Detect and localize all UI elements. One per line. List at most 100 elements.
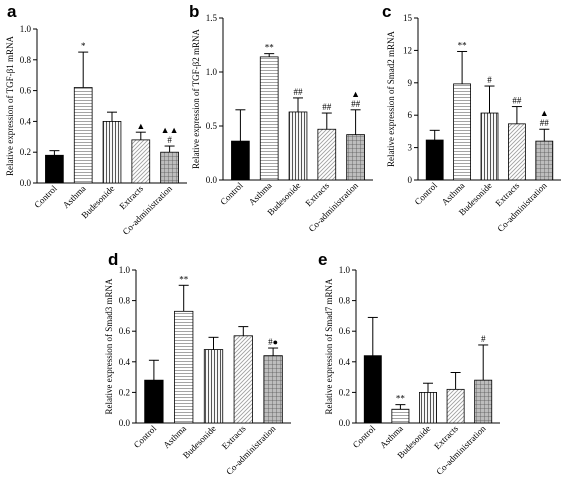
x-tick-label: Co-administration xyxy=(434,423,488,477)
bar-budesonide xyxy=(102,121,122,184)
significance-mark: ▲ xyxy=(136,121,145,131)
x-tick-label: Extracts xyxy=(303,180,331,208)
y-tick-label: 0.0 xyxy=(119,418,131,428)
panel-letter: d xyxy=(108,250,118,269)
significance-mark: ** xyxy=(265,43,275,53)
y-tick-label: 0.2 xyxy=(119,387,130,397)
y-tick-label: 0.8 xyxy=(20,55,32,65)
x-tick-label: Extracts xyxy=(220,423,248,451)
chart-panel-d: d 0.0 0.2 0.4 0.6 0.8 1.0 Relative expression o… xyxy=(104,250,291,477)
significance-mark: ** xyxy=(458,40,468,50)
x-tick-label: Asthma xyxy=(440,180,467,207)
bar-control xyxy=(45,154,64,184)
y-tick-label: 9 xyxy=(408,78,413,88)
significance-mark: ▲▲ xyxy=(161,125,179,135)
x-tick-label: Control xyxy=(32,183,59,210)
y-tick-label: 1.0 xyxy=(119,265,131,275)
y-tick-label: 0.2 xyxy=(339,387,350,397)
significance-mark: ## xyxy=(351,99,361,109)
x-tick-label: Co-administration xyxy=(495,180,549,234)
significance-mark: * xyxy=(81,41,86,51)
panel-letter: a xyxy=(7,2,17,21)
x-tick-label: Co-administration xyxy=(121,183,175,237)
bar-extracts xyxy=(233,335,253,424)
y-tick-label: 0.0 xyxy=(206,175,218,185)
bar-budesonide xyxy=(203,349,224,424)
y-tick-label: 0.6 xyxy=(339,326,351,336)
significance-mark: ** xyxy=(396,394,406,404)
significance-mark: ** xyxy=(179,274,189,284)
significance-mark: #● xyxy=(268,337,278,347)
x-tick-label: Control xyxy=(218,180,245,207)
y-tick-label: 0.0 xyxy=(20,178,32,188)
y-tick-label: 3 xyxy=(408,143,413,153)
bar-control xyxy=(144,379,164,424)
y-axis-label: Relative expression of TGF-β2 mRNA xyxy=(191,29,201,169)
y-axis-label: Relative expression of TGF-β1 mRNA xyxy=(5,36,15,176)
y-tick-label: 0.8 xyxy=(119,296,131,306)
bar-budesonide xyxy=(419,391,437,424)
y-axis-label: Relative expression of Smad3 mRNA xyxy=(104,278,114,414)
significance-mark: # xyxy=(481,334,486,344)
bar-asthma xyxy=(174,310,194,424)
chart-panel-a: a 0.0 0.2 0.4 0.6 0.8 1.0 Relative expression o… xyxy=(5,2,187,237)
y-tick-label: 0.4 xyxy=(20,116,32,126)
bar-control xyxy=(425,139,444,181)
y-tick-label: 0.6 xyxy=(20,86,32,96)
chart-panel-c: c 0 3 6 9 12 15 Relative expression of Smad2 mR… xyxy=(382,2,561,234)
chart-panel-b: b 0.0 0.5 1.0 1.5 Relative expression of TGF-… xyxy=(189,2,373,234)
y-tick-label: 1.5 xyxy=(206,13,218,23)
bar-co-administration xyxy=(263,355,283,424)
bar-asthma xyxy=(259,56,279,181)
y-tick-label: 6 xyxy=(408,110,413,120)
y-axis-label: Relative expression of Smad2 mRNA xyxy=(386,31,396,167)
y-tick-label: 15 xyxy=(403,13,413,23)
bar-extracts xyxy=(131,139,151,184)
significance-mark: ## xyxy=(512,96,522,106)
bar-co-administration xyxy=(160,151,179,184)
bar-co-administration xyxy=(535,140,554,181)
bar-asthma xyxy=(391,408,410,424)
y-tick-label: 0.8 xyxy=(339,296,351,306)
y-tick-label: 0.0 xyxy=(339,418,351,428)
y-tick-label: 0.5 xyxy=(206,121,218,131)
bar-budesonide xyxy=(288,111,308,181)
bar-control xyxy=(363,355,382,424)
y-tick-label: 0.4 xyxy=(119,357,131,367)
y-tick-label: 0.2 xyxy=(20,147,31,157)
significance-mark: # xyxy=(487,75,492,85)
x-tick-label: Control xyxy=(351,423,378,450)
y-tick-label: 12 xyxy=(403,45,412,55)
y-tick-label: 1.0 xyxy=(206,67,218,77)
bar-co-administration xyxy=(474,379,493,424)
bar-extracts xyxy=(317,128,337,181)
x-tick-label: Asthma xyxy=(61,183,88,210)
y-tick-label: 0.6 xyxy=(119,326,131,336)
y-tick-label: 1.0 xyxy=(20,24,32,34)
significance-mark: # xyxy=(167,135,172,145)
bar-asthma xyxy=(73,87,93,184)
x-tick-label: Extracts xyxy=(117,183,145,211)
x-tick-label: Asthma xyxy=(161,423,188,450)
bar-asthma xyxy=(453,83,471,181)
y-tick-label: 1.0 xyxy=(339,265,351,275)
x-tick-label: Control xyxy=(132,423,159,450)
x-tick-label: Co-administration xyxy=(307,180,361,234)
panel-letter: e xyxy=(318,250,327,269)
panel-letter: c xyxy=(382,2,391,21)
x-tick-label: Asthma xyxy=(247,180,274,207)
x-tick-label: Asthma xyxy=(378,423,405,450)
bar-extracts xyxy=(446,388,465,424)
y-tick-label: 0.4 xyxy=(339,357,351,367)
significance-mark: ## xyxy=(294,87,304,97)
significance-mark: ## xyxy=(322,102,332,112)
bar-budesonide xyxy=(480,112,499,181)
significance-mark: ## xyxy=(540,118,550,128)
y-axis-label: Relative expression of Smad7 mRNA xyxy=(324,278,334,414)
bar-control xyxy=(231,140,250,181)
chart-panel-e: e 0.0 0.2 0.4 0.6 0.8 1.0 Relative expression o… xyxy=(318,250,500,477)
bar-extracts xyxy=(508,123,526,181)
panel-letter: b xyxy=(189,2,199,21)
significance-mark: ▲ xyxy=(540,108,549,118)
